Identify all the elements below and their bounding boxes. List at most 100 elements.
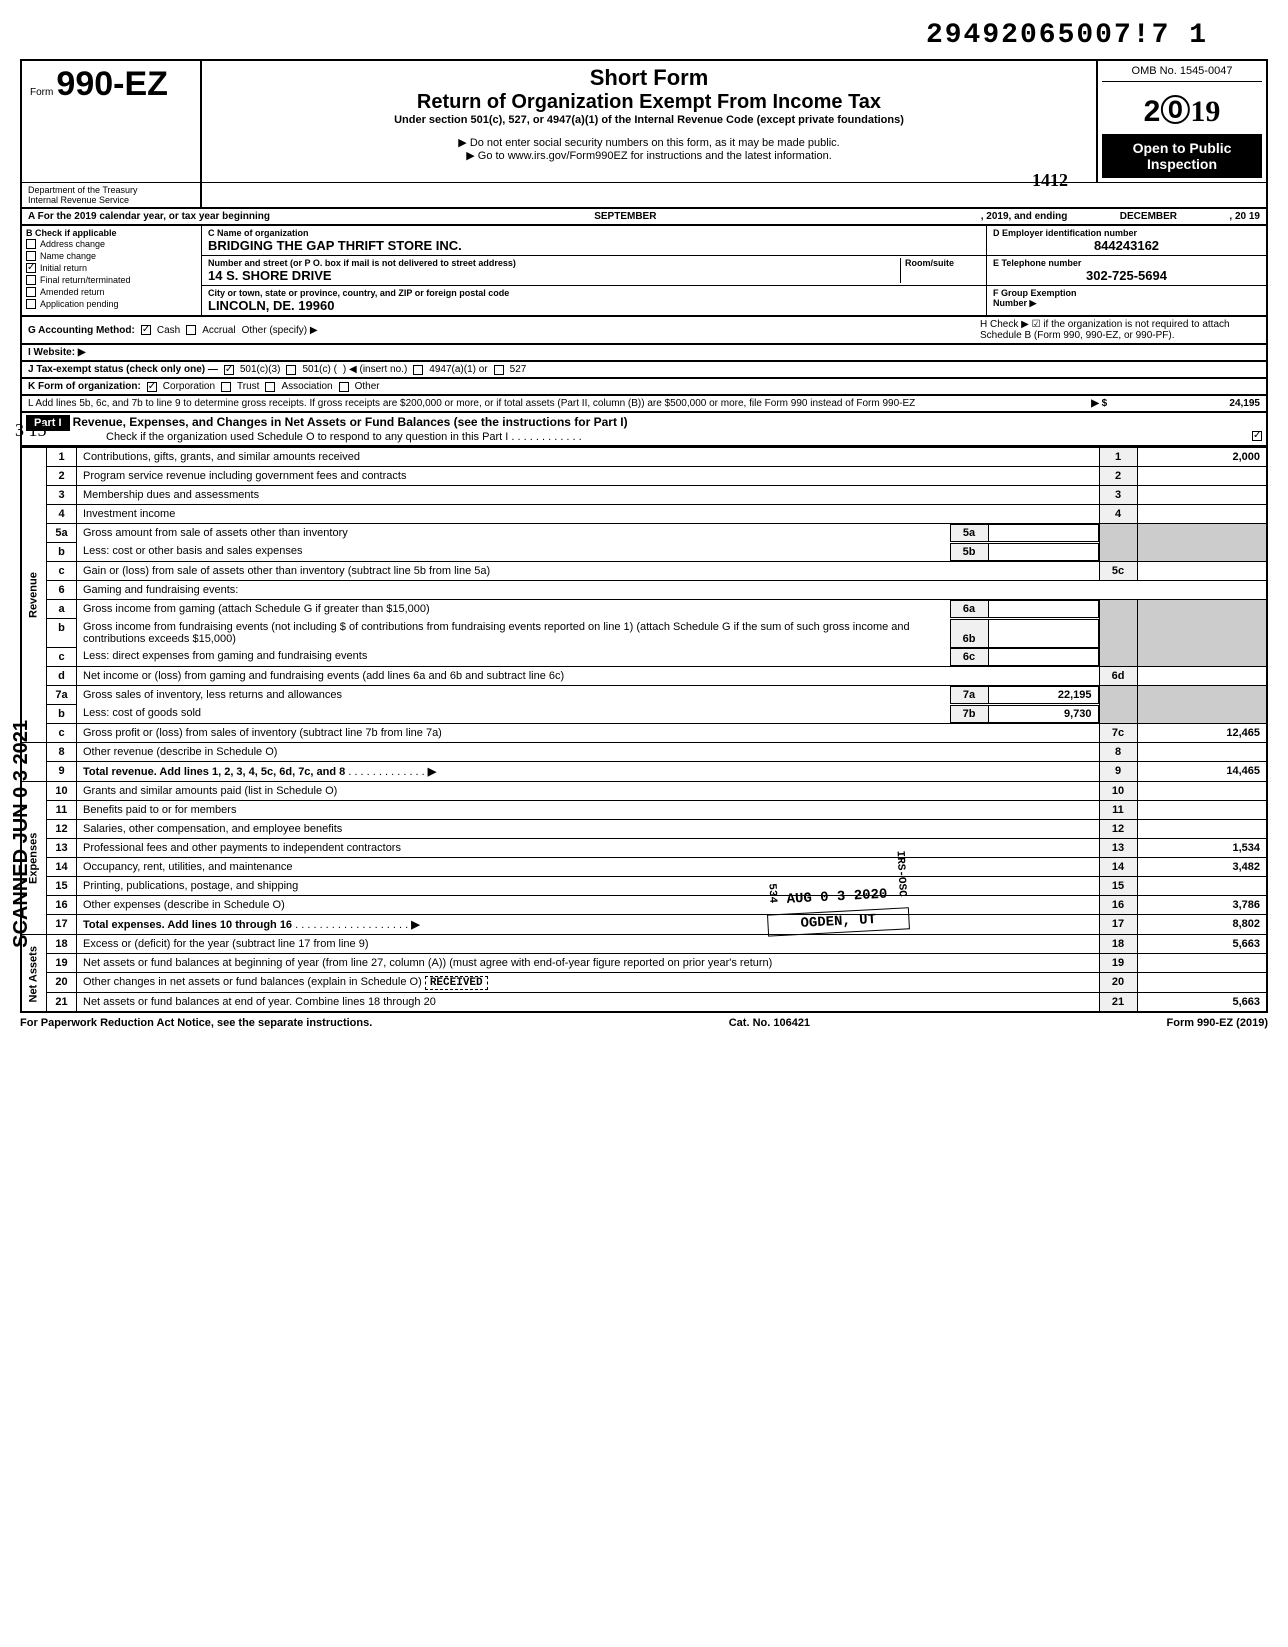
line-11-num: 11 (47, 801, 77, 820)
line-13-num: 13 (47, 839, 77, 858)
warning-url: ▶ Go to www.irs.gov/Form990EZ for instru… (212, 149, 1086, 162)
line-12-num: 12 (47, 820, 77, 839)
checkbox-527[interactable] (494, 365, 504, 375)
line-10-text: Grants and similar amounts paid (list in… (77, 782, 1100, 801)
checkbox-final-return[interactable] (26, 275, 36, 285)
checkbox-amended[interactable] (26, 287, 36, 297)
line-7a-amount: 22,195 (988, 687, 1098, 704)
checkbox-address-change[interactable] (26, 239, 36, 249)
label-other-method: Other (specify) ▶ (242, 325, 318, 336)
line-5b-amount (988, 543, 1098, 560)
line-16-text: Other expenses (describe in Schedule O) (77, 896, 1100, 915)
line-1-text: Contributions, gifts, grants, and simila… (77, 448, 1100, 467)
checkbox-pending[interactable] (26, 299, 36, 309)
line-7c-text: Gross profit or (loss) from sales of inv… (77, 724, 1100, 743)
checkbox-association[interactable] (265, 382, 275, 392)
section-i-website: I Website: ▶ (28, 347, 86, 358)
checkbox-corporation[interactable] (147, 382, 157, 392)
line-21-amount: 5,663 (1137, 993, 1267, 1013)
line-14-amount: 3,482 (1137, 858, 1267, 877)
checkbox-501c[interactable] (286, 365, 296, 375)
line-8-amount (1137, 743, 1267, 762)
form-prefix: Form (30, 87, 53, 98)
label-corporation: Corporation (163, 381, 215, 392)
line-15-amount (1137, 877, 1267, 896)
dept-treasury: Department of the Treasury (28, 185, 194, 195)
line-10-col: 10 (1099, 782, 1137, 801)
label-initial-return: Initial return (40, 263, 87, 273)
line-1-col: 1 (1099, 448, 1137, 467)
section-j-label: J Tax-exempt status (check only one) — (28, 364, 218, 375)
insert-no: ) ◀ (insert no.) (343, 364, 407, 375)
line-3-num: 3 (47, 486, 77, 505)
checkbox-cash[interactable] (141, 325, 151, 335)
line-6c-amount (988, 648, 1098, 665)
line-15-num: 15 (47, 877, 77, 896)
checkbox-trust[interactable] (221, 382, 231, 392)
line-5c-text: Gain or (loss) from sale of assets other… (77, 562, 1100, 581)
line-11-amount (1137, 801, 1267, 820)
line-5b-col: 5b (950, 543, 988, 560)
section-k-label: K Form of organization: (28, 381, 141, 392)
side-label-net-assets: Net Assets (21, 935, 47, 1013)
document-stamp-number: 29492065007!7 1 (20, 20, 1268, 51)
line-13-col: 13 (1099, 839, 1137, 858)
checkbox-schedule-o[interactable] (1252, 431, 1262, 441)
line-7a-col: 7a (950, 687, 988, 704)
open-to-public: Open to Public (1104, 140, 1260, 156)
line-6c-text: Less: direct expenses from gaming and fu… (77, 648, 950, 665)
line-8-text: Other revenue (describe in Schedule O) (77, 743, 1100, 762)
line-14-text: Occupancy, rent, utilities, and maintena… (77, 858, 1100, 877)
line-11-text: Benefits paid to or for members (77, 801, 1100, 820)
line-12-amount (1137, 820, 1267, 839)
line-13-text: Professional fees and other payments to … (77, 839, 1100, 858)
section-b-title: B Check if applicable (26, 228, 117, 238)
line-6-num: 6 (47, 581, 77, 600)
line-16-col: 16 (1099, 896, 1137, 915)
line-4-text: Investment income (77, 505, 1100, 524)
checkbox-accrual[interactable] (186, 325, 196, 335)
line-20-text: Other changes in net assets or fund bala… (83, 976, 422, 988)
footer-cat-no: Cat. No. 106421 (729, 1017, 810, 1029)
part-1-check-text: Check if the organization used Schedule … (106, 431, 508, 443)
label-4947: 4947(a)(1) or (429, 364, 487, 375)
checkbox-4947[interactable] (413, 365, 423, 375)
org-name-label: C Name of organization (208, 228, 980, 238)
inspection: Inspection (1104, 156, 1260, 172)
line-4-num: 4 (47, 505, 77, 524)
part-1-title: Revenue, Expenses, and Changes in Net As… (73, 415, 628, 429)
checkbox-initial-return[interactable] (26, 263, 36, 273)
handwritten-initials: 1412 (1032, 170, 1068, 191)
line-2-col: 2 (1099, 467, 1137, 486)
part-1-table: Revenue 1 Contributions, gifts, grants, … (20, 447, 1268, 1013)
line-2-num: 2 (47, 467, 77, 486)
return-title: Return of Organization Exempt From Incom… (212, 91, 1086, 114)
line-16-amount: 3,786 (1137, 896, 1267, 915)
city-value: LINCOLN, DE. 19960 (208, 298, 980, 313)
label-cash: Cash (157, 325, 180, 336)
gross-receipts-amount: 24,195 (1110, 398, 1260, 409)
line-7b-num: b (47, 705, 77, 724)
line-5a-col: 5a (950, 525, 988, 542)
line-2-amount (1137, 467, 1267, 486)
line-3-col: 3 (1099, 486, 1137, 505)
line-2-text: Program service revenue including govern… (77, 467, 1100, 486)
city-label: City or town, state or province, country… (208, 288, 980, 298)
line-17-text: Total expenses. Add lines 10 through 16 (83, 919, 292, 931)
checkbox-name-change[interactable] (26, 251, 36, 261)
line-6b-col: 6b (950, 619, 988, 647)
line-7c-amount: 12,465 (1137, 724, 1267, 743)
line-9-col: 9 (1099, 762, 1137, 782)
line-12-col: 12 (1099, 820, 1137, 839)
line-17-amount: 8,802 (1137, 915, 1267, 935)
checkbox-501c3[interactable] (224, 365, 234, 375)
line-6a-num: a (47, 600, 77, 619)
line-15-text: Printing, publications, postage, and shi… (77, 877, 1100, 896)
label-pending: Application pending (40, 299, 119, 309)
tax-year: 2⓪19 (1102, 82, 1262, 134)
line-6a-col: 6a (950, 601, 988, 618)
line-3-text: Membership dues and assessments (77, 486, 1100, 505)
checkbox-other-org[interactable] (339, 382, 349, 392)
received-date-stamp: 534 AUG 0 3 2020 IRS-OSC OGDEN, UT (764, 850, 910, 937)
line-18-text: Excess or (deficit) for the year (subtra… (77, 935, 1100, 954)
